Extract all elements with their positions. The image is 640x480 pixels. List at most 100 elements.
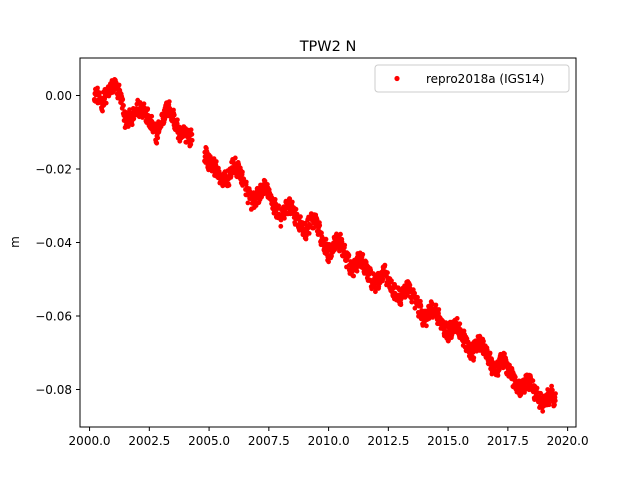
chart-title: TPW2 N [299,39,357,55]
data-point [495,373,501,378]
data-point [319,230,324,236]
data-point [125,124,131,129]
data-point [354,268,360,274]
data-point [103,100,109,106]
x-tick-label: 2012.5 [367,434,409,448]
data-point [339,239,345,245]
legend-box [374,64,570,93]
data-points [91,77,558,414]
data-point [141,101,147,107]
data-point [189,137,195,143]
data-point [553,391,558,396]
y-tick-label: 0.00 [45,89,72,103]
data-point [433,302,439,308]
data-point [398,302,404,308]
data-point [245,200,251,206]
data-point [175,117,180,123]
data-point [226,182,232,188]
data-point [471,355,477,361]
data-point [116,82,122,88]
plot-frame [79,57,577,428]
data-point [385,270,390,276]
x-tick-label: 2002.5 [128,434,170,448]
data-point [329,253,334,259]
data-point [389,278,394,284]
data-point [502,351,507,357]
data-point [171,112,177,118]
data-point [481,338,486,344]
data-point [323,236,329,242]
x-axis: 2000.0 2002.5 2005.0 2007.5 2010.0 2012.5 2015… [69,427,589,448]
data-point [100,108,105,114]
data-point [240,169,245,175]
legend-entry-label: repro2018a (IGS14) [426,72,544,86]
x-tick-label: 2000.0 [69,434,111,448]
data-point [454,316,460,321]
x-tick-label: 2017.5 [487,434,529,448]
y-axis: 0.00 −0.02 −0.04 −0.06 −0.08 [35,89,80,397]
data-point [293,206,299,212]
x-tick-label: 2020.0 [547,434,589,448]
legend: repro2018a (IGS14) [374,64,570,93]
data-point [465,339,471,345]
data-point [262,178,268,184]
data-point [512,374,518,380]
data-point [538,390,543,396]
data-point [232,155,238,161]
data-point [287,196,293,202]
data-point [289,199,295,205]
x-tick-label: 2005.0 [188,434,230,448]
x-tick-label: 2007.5 [248,434,290,448]
data-point [243,179,249,185]
data-point [188,142,194,147]
data-point [409,299,415,305]
y-axis-label: m [8,236,22,248]
data-point [418,303,424,309]
data-point [149,113,155,119]
y-tick-label: −0.06 [35,310,72,324]
data-point [351,273,356,279]
data-point [550,387,555,393]
data-point [507,362,512,368]
data-point [415,294,420,300]
data-point [552,398,558,404]
data-point [326,259,331,265]
data-point [382,262,388,268]
data-point [552,402,557,408]
data-point [457,321,463,327]
data-point [154,140,160,146]
data-point [272,197,278,202]
data-point [380,276,386,282]
data-point [412,290,417,296]
data-point [424,323,429,329]
data-point [540,408,546,414]
data-point [546,402,552,408]
data-point [97,90,102,96]
data-point [442,325,448,331]
data-point [360,252,366,257]
y-tick-label: −0.04 [35,236,72,250]
legend-marker-icon [394,75,400,82]
data-point [276,203,282,209]
data-point [213,159,219,164]
data-point [166,99,172,104]
data-point [189,131,195,137]
x-tick-label: 2015.0 [427,434,469,448]
data-point [121,103,126,108]
data-point [188,127,194,133]
data-point [298,214,303,220]
data-point [373,289,378,295]
data-point [549,383,554,389]
data-point [155,135,161,141]
data-point [342,242,348,248]
data-point [368,267,374,273]
data-point [487,350,493,356]
data-point [278,223,284,229]
data-point [95,85,100,91]
data-point [418,298,423,304]
data-point [346,252,352,258]
data-point [129,122,135,128]
data-point [534,385,540,391]
y-tick-label: −0.02 [35,162,72,176]
